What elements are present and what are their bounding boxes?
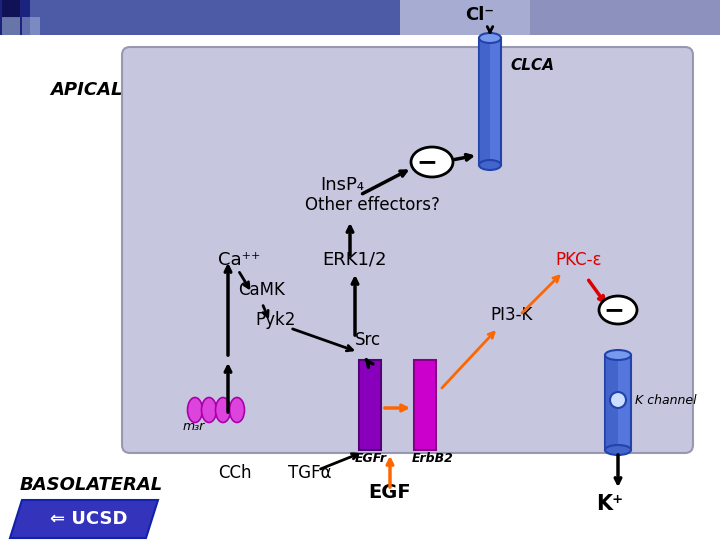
Ellipse shape bbox=[479, 160, 501, 170]
Bar bbox=[2, 17, 20, 35]
Ellipse shape bbox=[202, 397, 217, 422]
FancyBboxPatch shape bbox=[122, 47, 693, 453]
Bar bbox=[2, 0, 20, 18]
Text: APICAL: APICAL bbox=[50, 81, 122, 99]
Text: Src: Src bbox=[355, 331, 381, 349]
Text: PI3-K: PI3-K bbox=[490, 306, 532, 324]
Bar bbox=[414, 360, 436, 450]
Ellipse shape bbox=[605, 350, 631, 360]
Bar bbox=[0, 0, 720, 35]
Text: ErbB2: ErbB2 bbox=[412, 452, 454, 465]
Text: BASOLATERAL: BASOLATERAL bbox=[20, 476, 163, 494]
Ellipse shape bbox=[187, 397, 202, 422]
Text: K channel: K channel bbox=[635, 394, 697, 407]
Ellipse shape bbox=[605, 445, 631, 455]
Text: EGFr: EGFr bbox=[355, 452, 387, 465]
Bar bbox=[359, 360, 381, 450]
Bar bbox=[605, 355, 618, 450]
Bar bbox=[479, 38, 490, 165]
Ellipse shape bbox=[215, 397, 230, 422]
Text: Cl⁻: Cl⁻ bbox=[466, 6, 495, 24]
Text: CaMK: CaMK bbox=[238, 281, 285, 299]
Text: TGFα: TGFα bbox=[288, 464, 331, 482]
Polygon shape bbox=[10, 500, 158, 538]
Ellipse shape bbox=[230, 397, 245, 422]
Text: PKC-ε: PKC-ε bbox=[555, 251, 601, 269]
Text: CCh: CCh bbox=[218, 464, 251, 482]
Text: Other effectors?: Other effectors? bbox=[305, 196, 440, 214]
Bar bbox=[605, 355, 631, 450]
Text: m₃r: m₃r bbox=[183, 420, 205, 433]
Text: ERK1/2: ERK1/2 bbox=[323, 251, 387, 269]
Bar bbox=[400, 0, 720, 35]
Ellipse shape bbox=[610, 392, 626, 408]
Bar bbox=[30, 0, 530, 35]
Ellipse shape bbox=[599, 296, 637, 324]
Text: InsP₄: InsP₄ bbox=[320, 176, 364, 194]
Bar bbox=[22, 17, 40, 35]
Text: −: − bbox=[603, 298, 624, 322]
Text: ⇐ UCSD: ⇐ UCSD bbox=[50, 510, 127, 528]
Text: K⁺: K⁺ bbox=[596, 494, 624, 514]
Ellipse shape bbox=[479, 33, 501, 43]
Text: Pyk2: Pyk2 bbox=[255, 311, 295, 329]
Text: −: − bbox=[416, 150, 438, 174]
Ellipse shape bbox=[411, 147, 453, 177]
Bar bbox=[479, 38, 501, 165]
Text: EGF: EGF bbox=[369, 483, 411, 502]
Text: CLCA: CLCA bbox=[510, 58, 554, 73]
Text: Ca⁺⁺: Ca⁺⁺ bbox=[218, 251, 261, 269]
